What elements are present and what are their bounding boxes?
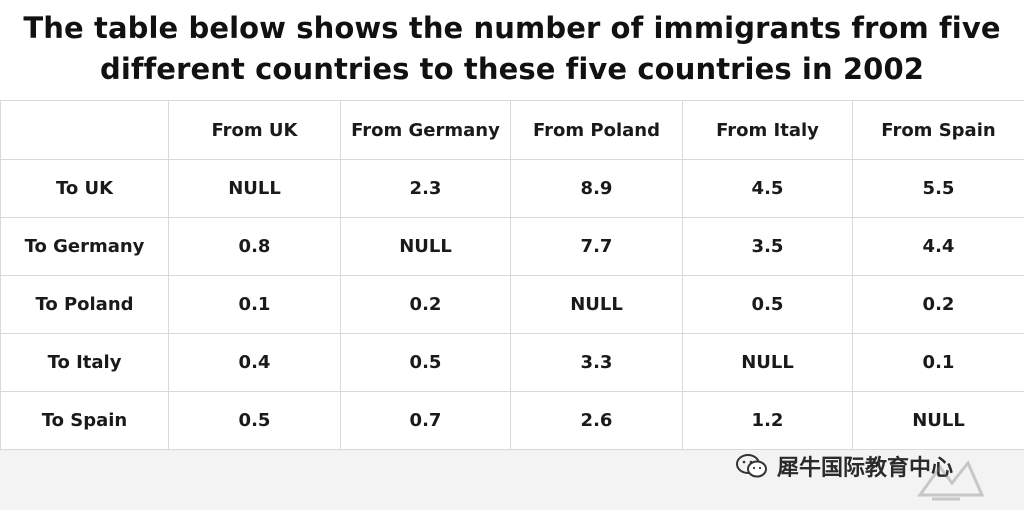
table-cell: 4.5 (682, 159, 853, 218)
watermark-text: 犀牛国际教育中心 (777, 456, 954, 481)
table-cell: NULL (852, 391, 1024, 450)
column-header-from-uk: From UK (168, 100, 341, 160)
rhino-logo-icon (917, 460, 985, 501)
table-cell: 1.2 (682, 391, 853, 450)
watermark: 犀牛国际教育中心 (735, 448, 953, 484)
table-row: To Italy 0.4 0.5 3.3 NULL 0.1 (0, 333, 1024, 392)
table-cell: 5.5 (852, 159, 1024, 218)
row-label-to-spain: To Spain (0, 391, 169, 450)
table-card: The table below shows the number of immi… (0, 8, 1024, 450)
table-cell: 2.3 (340, 159, 511, 218)
table-cell: 2.6 (510, 391, 683, 450)
table-row: To UK NULL 2.3 8.9 4.5 5.5 (0, 159, 1024, 218)
table-row: To Germany 0.8 NULL 7.7 3.5 4.4 (0, 217, 1024, 276)
table-cell: 0.1 (168, 275, 341, 334)
table-cell: 0.2 (852, 275, 1024, 334)
immigration-table: From UK From Germany From Poland From It… (0, 100, 1024, 450)
column-header-from-germany: From Germany (340, 100, 511, 160)
table-cell: 0.5 (340, 333, 511, 392)
table-cell: 8.9 (510, 159, 683, 218)
table-cell: 0.7 (340, 391, 511, 450)
table-cell: 0.4 (168, 333, 341, 392)
table-cell: 3.3 (510, 333, 683, 392)
row-label-to-poland: To Poland (0, 275, 169, 334)
table-header-row: From UK From Germany From Poland From It… (0, 100, 1024, 160)
page-title: The table below shows the number of immi… (0, 8, 1024, 100)
wechat-icon (735, 453, 769, 479)
row-label-to-italy: To Italy (0, 333, 169, 392)
title-line-2: different countries to these five countr… (99, 52, 925, 86)
table-cell: 3.5 (682, 217, 853, 276)
table-cell: NULL (168, 159, 341, 218)
row-label-to-germany: To Germany (0, 217, 169, 276)
title-line-1: The table below shows the number of immi… (23, 11, 1001, 45)
column-header-from-poland: From Poland (510, 100, 683, 160)
table-row: To Poland 0.1 0.2 NULL 0.5 0.2 (0, 275, 1024, 334)
table-cell: 0.5 (168, 391, 341, 450)
header-corner-cell (0, 100, 169, 160)
table-cell: 0.8 (168, 217, 341, 276)
table-row: To Spain 0.5 0.7 2.6 1.2 NULL (0, 391, 1024, 450)
column-header-from-spain: From Spain (852, 100, 1024, 160)
table-cell: 0.5 (682, 275, 853, 334)
table-cell: 0.2 (340, 275, 511, 334)
table-cell: 7.7 (510, 217, 683, 276)
table-cell: NULL (510, 275, 683, 334)
footer-area (0, 450, 1024, 510)
table-cell: NULL (340, 217, 511, 276)
column-header-from-italy: From Italy (682, 100, 853, 160)
table-cell: NULL (682, 333, 853, 392)
row-label-to-uk: To UK (0, 159, 169, 218)
table-cell: 0.1 (852, 333, 1024, 392)
table-cell: 4.4 (852, 217, 1024, 276)
